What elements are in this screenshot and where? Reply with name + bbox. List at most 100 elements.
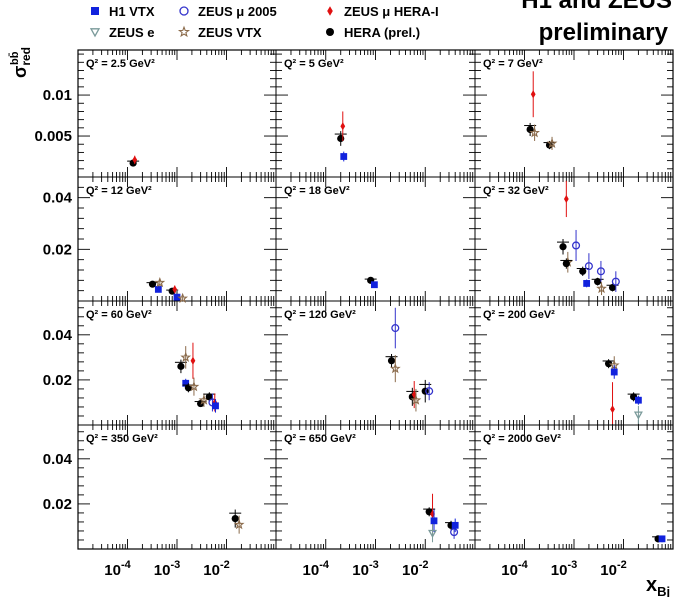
data-marker bbox=[410, 394, 422, 405]
x-axis-label-text: xBj bbox=[646, 574, 670, 597]
y-tick-label: 0.02 bbox=[43, 496, 72, 513]
legend-marker-zeus-vtx bbox=[177, 25, 191, 38]
x-tick-label-exp: -4 bbox=[518, 559, 529, 571]
x-tick-label: 10-2 bbox=[203, 559, 229, 579]
x-tick-label-exp: -4 bbox=[319, 559, 330, 571]
data-marker bbox=[132, 155, 138, 164]
y-tick-label: 0.04 bbox=[43, 190, 73, 207]
legend-label-zeus-vtx: ZEUS VTX bbox=[198, 25, 262, 40]
data-marker bbox=[340, 122, 346, 131]
data-point-zeus-vtx bbox=[529, 124, 540, 141]
data-marker bbox=[545, 141, 554, 149]
y-tick-label: 0.04 bbox=[43, 327, 73, 344]
data-point-zeus-2005 bbox=[571, 229, 581, 261]
data-marker bbox=[635, 396, 642, 404]
data-point-zeus-hera-i bbox=[530, 71, 536, 118]
legend: H1 VTX ZEUS μ 2005 ZEUS μ HERA-I ZEUS e ZEUS… bbox=[89, 4, 439, 40]
data-marker bbox=[212, 402, 219, 410]
panel-q-7-gev: Q² = 7 GeV² bbox=[483, 58, 558, 150]
x-tick-label-exp: -2 bbox=[419, 559, 429, 571]
data-marker bbox=[173, 293, 181, 301]
x-tick-label-base: 10 bbox=[600, 562, 617, 579]
data-point-zeus-hera-i bbox=[610, 382, 615, 424]
data-marker bbox=[180, 351, 192, 362]
x-tick-label-exp: -3 bbox=[369, 559, 379, 571]
x-tick-label-base: 10 bbox=[303, 562, 320, 579]
data-marker bbox=[604, 360, 613, 368]
x-tick-label-base: 10 bbox=[402, 562, 419, 579]
data-marker bbox=[182, 379, 190, 387]
data-marker bbox=[197, 399, 205, 408]
data-marker bbox=[579, 267, 587, 275]
x-axis-label-main: x bbox=[646, 574, 657, 596]
legend-item-h1-vtx: H1 VTX bbox=[91, 4, 155, 19]
legend-marker-h1-vtx bbox=[91, 7, 99, 15]
y-tick-label: 0.02 bbox=[43, 372, 72, 389]
x-axis-label: xBj bbox=[646, 574, 670, 597]
x-tick-label-base: 10 bbox=[551, 562, 568, 579]
x-tick-label-exp: -4 bbox=[121, 559, 132, 571]
data-marker bbox=[596, 267, 605, 276]
data-marker bbox=[148, 280, 157, 288]
y-tick-label: 0.005 bbox=[34, 128, 72, 145]
x-tick-label: 10-4 bbox=[501, 559, 528, 579]
data-point-h1-vtx bbox=[610, 365, 618, 379]
data-marker bbox=[451, 521, 459, 529]
data-point-zeus-2005 bbox=[611, 271, 620, 292]
data-marker bbox=[340, 153, 348, 160]
data-point-zeus-e bbox=[633, 405, 643, 424]
data-marker bbox=[559, 243, 567, 251]
data-marker bbox=[430, 517, 438, 525]
data-marker bbox=[387, 357, 396, 365]
data-marker bbox=[608, 283, 617, 292]
legend-marker-zeus-hera-i bbox=[327, 6, 333, 16]
data-marker bbox=[154, 285, 162, 293]
panel-q-60-gev: Q² = 60 GeV² bbox=[86, 309, 219, 413]
panel-label: Q² = 5 GeV² bbox=[284, 58, 344, 70]
legend-item-zeus-hera-i: ZEUS μ HERA-I bbox=[327, 4, 439, 19]
data-point-zeus-hera-i bbox=[172, 285, 178, 294]
data-marker bbox=[658, 535, 666, 543]
title-line-1: H1 and ZEUS bbox=[521, 0, 672, 14]
panel-q-650-gev: Q² = 650 GeV² bbox=[284, 433, 459, 543]
data-point-h1-vtx bbox=[583, 279, 591, 288]
x-tick-label: 10-2 bbox=[600, 559, 626, 579]
data-marker bbox=[172, 285, 178, 294]
panel-q-12-gev: Q² = 12 GeV² bbox=[86, 185, 189, 304]
panel-label: Q² = 2000 GeV² bbox=[483, 433, 561, 445]
y-axis-label-sub: red bbox=[19, 47, 33, 66]
legend-item-hera-prel: HERA (prel.) bbox=[326, 25, 420, 40]
data-marker bbox=[583, 280, 591, 287]
legend-label-hera-prel: HERA (prel.) bbox=[344, 25, 420, 40]
data-point-hera-prel bbox=[174, 359, 187, 374]
y-axis-label-text: σredbb̄ bbox=[9, 47, 33, 78]
data-marker bbox=[190, 356, 196, 365]
data-marker bbox=[231, 514, 239, 523]
legend-marker-hera-prel bbox=[326, 28, 334, 36]
data-point-h1-vtx bbox=[154, 285, 162, 293]
x-axis-label-sub: Bj bbox=[657, 584, 670, 597]
data-marker bbox=[177, 362, 185, 370]
data-point-zeus-2005 bbox=[584, 253, 593, 280]
data-marker bbox=[526, 125, 534, 134]
x-tick-label-exp: -2 bbox=[617, 559, 627, 571]
x-tick-label-exp: -3 bbox=[567, 559, 577, 571]
x-tick-label-base: 10 bbox=[154, 562, 171, 579]
panel-q-2000-gev: Q² = 2000 GeV² bbox=[483, 433, 666, 543]
data-point-zeus-vtx bbox=[596, 282, 607, 296]
data-marker bbox=[425, 387, 434, 396]
data-point-h1-vtx bbox=[451, 518, 459, 533]
panel-q-200-gev: Q² = 200 GeV² bbox=[483, 309, 643, 424]
data-point-hera-prel bbox=[334, 131, 347, 146]
data-marker bbox=[177, 292, 189, 304]
panel-label: Q² = 18 GeV² bbox=[284, 185, 350, 197]
y-axis-label-sup: bb̄ bbox=[9, 51, 21, 65]
y-axis-label-main: σ bbox=[10, 66, 30, 78]
data-point-zeus-2005 bbox=[425, 382, 434, 401]
panel-q-120-gev: Q² = 120 GeV² bbox=[284, 307, 434, 412]
data-point-h1-vtx bbox=[658, 535, 666, 543]
data-point-hera-prel bbox=[557, 239, 570, 255]
legend-label-h1-vtx: H1 VTX bbox=[109, 4, 155, 19]
x-tick-label-exp: -3 bbox=[170, 559, 180, 571]
x-tick-label: 10-4 bbox=[303, 559, 330, 579]
